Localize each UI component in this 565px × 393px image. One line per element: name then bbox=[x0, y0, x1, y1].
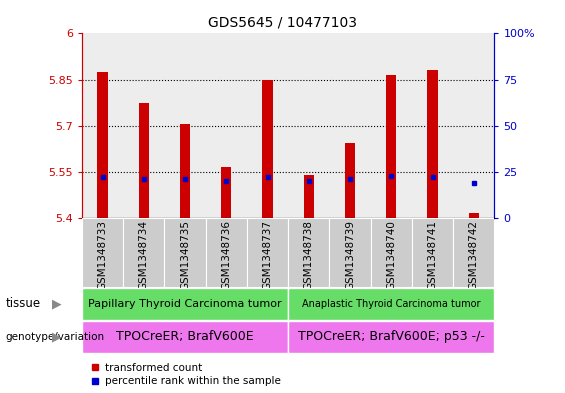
Text: GDS5645 / 10477103: GDS5645 / 10477103 bbox=[208, 16, 357, 30]
Bar bbox=[247, 33, 288, 218]
Bar bbox=[138, 103, 149, 218]
Bar bbox=[180, 124, 190, 218]
Text: tissue: tissue bbox=[6, 297, 41, 310]
Bar bbox=[412, 33, 453, 218]
Text: GSM1348742: GSM1348742 bbox=[469, 220, 479, 290]
Bar bbox=[262, 80, 273, 218]
Bar bbox=[288, 321, 494, 353]
Text: Papillary Thyroid Carcinoma tumor: Papillary Thyroid Carcinoma tumor bbox=[88, 299, 282, 309]
Bar bbox=[82, 288, 288, 320]
Bar bbox=[288, 288, 494, 320]
Bar bbox=[427, 70, 438, 218]
Text: genotype/variation: genotype/variation bbox=[6, 332, 105, 342]
Bar bbox=[453, 218, 494, 287]
Bar bbox=[247, 218, 288, 287]
Bar bbox=[123, 33, 164, 218]
Bar bbox=[329, 218, 371, 287]
Bar bbox=[164, 33, 206, 218]
Bar bbox=[412, 218, 453, 287]
Text: GSM1348737: GSM1348737 bbox=[263, 220, 272, 290]
Bar bbox=[206, 33, 247, 218]
Bar bbox=[206, 218, 247, 287]
Bar bbox=[329, 33, 371, 218]
Bar bbox=[82, 218, 123, 287]
Bar bbox=[288, 33, 329, 218]
Bar bbox=[468, 213, 479, 218]
Text: TPOCreER; BrafV600E: TPOCreER; BrafV600E bbox=[116, 331, 254, 343]
Bar bbox=[123, 218, 164, 287]
Bar bbox=[386, 75, 397, 218]
Bar bbox=[453, 33, 494, 218]
Text: ▶: ▶ bbox=[51, 297, 62, 310]
Bar bbox=[288, 218, 329, 287]
Text: Anaplastic Thyroid Carcinoma tumor: Anaplastic Thyroid Carcinoma tumor bbox=[302, 299, 480, 309]
Bar bbox=[371, 218, 412, 287]
Text: GSM1348736: GSM1348736 bbox=[221, 220, 231, 290]
Text: GSM1348738: GSM1348738 bbox=[304, 220, 314, 290]
Bar bbox=[303, 175, 314, 218]
Bar bbox=[97, 72, 108, 218]
Bar bbox=[82, 321, 288, 353]
Bar bbox=[371, 33, 412, 218]
Bar bbox=[221, 167, 232, 218]
Legend: transformed count, percentile rank within the sample: transformed count, percentile rank withi… bbox=[87, 359, 285, 390]
Bar bbox=[164, 218, 206, 287]
Text: GSM1348734: GSM1348734 bbox=[139, 220, 149, 290]
Text: TPOCreER; BrafV600E; p53 -/-: TPOCreER; BrafV600E; p53 -/- bbox=[298, 331, 485, 343]
Text: GSM1348735: GSM1348735 bbox=[180, 220, 190, 290]
Text: GSM1348741: GSM1348741 bbox=[428, 220, 437, 290]
Text: GSM1348739: GSM1348739 bbox=[345, 220, 355, 290]
Bar bbox=[345, 143, 355, 218]
Text: ▶: ▶ bbox=[51, 331, 62, 343]
Text: GSM1348733: GSM1348733 bbox=[98, 220, 107, 290]
Bar bbox=[82, 33, 123, 218]
Text: GSM1348740: GSM1348740 bbox=[386, 220, 396, 290]
